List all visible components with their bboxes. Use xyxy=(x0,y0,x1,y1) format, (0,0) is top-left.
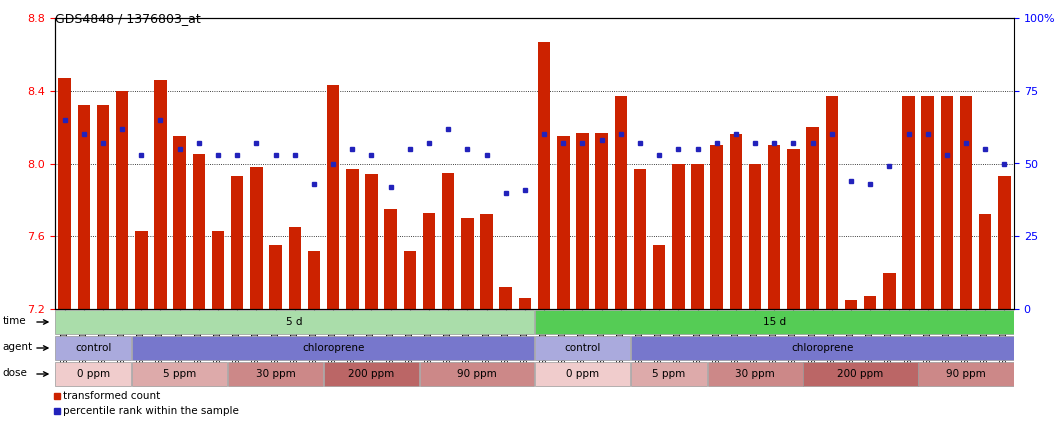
Bar xyxy=(77,105,90,309)
Bar xyxy=(707,362,803,386)
Bar xyxy=(631,336,1013,360)
Bar xyxy=(500,287,511,309)
Text: transformed count: transformed count xyxy=(64,391,161,401)
Bar xyxy=(423,213,435,309)
Bar xyxy=(384,209,397,309)
Bar xyxy=(250,167,263,309)
Bar xyxy=(58,78,71,309)
Bar xyxy=(442,173,454,309)
Bar xyxy=(787,149,800,309)
Bar xyxy=(902,96,915,309)
Bar xyxy=(672,164,684,309)
Text: 30 ppm: 30 ppm xyxy=(735,369,775,379)
Bar xyxy=(631,362,706,386)
Bar xyxy=(940,96,953,309)
Bar xyxy=(132,362,228,386)
Text: percentile rank within the sample: percentile rank within the sample xyxy=(64,407,239,416)
Bar xyxy=(132,336,534,360)
Text: 0 ppm: 0 ppm xyxy=(77,369,110,379)
Text: 200 ppm: 200 ppm xyxy=(838,369,883,379)
Text: control: control xyxy=(564,343,600,353)
Bar xyxy=(979,214,991,309)
Bar xyxy=(212,231,225,309)
Bar xyxy=(419,362,534,386)
Bar xyxy=(921,96,934,309)
Text: 90 ppm: 90 ppm xyxy=(457,369,497,379)
Bar xyxy=(999,176,1010,309)
Bar xyxy=(535,336,630,360)
Bar xyxy=(692,164,704,309)
Text: 0 ppm: 0 ppm xyxy=(566,369,599,379)
Bar xyxy=(918,362,1013,386)
Text: time: time xyxy=(3,316,26,327)
Text: dose: dose xyxy=(3,368,28,379)
Text: agent: agent xyxy=(3,343,33,352)
Text: control: control xyxy=(75,343,111,353)
Text: chloroprene: chloroprene xyxy=(791,343,854,353)
Bar xyxy=(55,362,131,386)
Bar xyxy=(576,132,589,309)
Bar xyxy=(730,135,742,309)
Bar xyxy=(826,96,838,309)
Bar xyxy=(768,146,780,309)
Text: 30 ppm: 30 ppm xyxy=(255,369,295,379)
Bar xyxy=(288,227,301,309)
Text: 5 ppm: 5 ppm xyxy=(652,369,685,379)
Bar xyxy=(55,336,131,360)
Bar xyxy=(535,362,630,386)
Bar xyxy=(633,169,646,309)
Bar xyxy=(228,362,323,386)
Text: 5 ppm: 5 ppm xyxy=(163,369,196,379)
Bar xyxy=(193,154,205,309)
Bar xyxy=(845,300,857,309)
Bar xyxy=(269,245,282,309)
Bar xyxy=(519,298,532,309)
Text: 90 ppm: 90 ppm xyxy=(946,369,986,379)
Text: GDS4848 / 1376803_at: GDS4848 / 1376803_at xyxy=(55,12,201,25)
Bar xyxy=(711,146,723,309)
Bar xyxy=(806,127,819,309)
Bar xyxy=(749,164,761,309)
Bar xyxy=(614,96,627,309)
Bar xyxy=(115,91,128,309)
Bar xyxy=(653,245,665,309)
Text: 5 d: 5 d xyxy=(287,317,303,327)
Bar xyxy=(595,132,608,309)
Text: chloroprene: chloroprene xyxy=(302,343,364,353)
Bar xyxy=(174,136,186,309)
Bar xyxy=(231,176,244,309)
Bar xyxy=(538,41,551,309)
Bar xyxy=(481,214,492,309)
Bar xyxy=(327,85,339,309)
Bar xyxy=(959,96,972,309)
Bar xyxy=(155,80,166,309)
Bar xyxy=(864,296,877,309)
Text: 15 d: 15 d xyxy=(762,317,786,327)
Bar xyxy=(883,273,896,309)
Bar xyxy=(557,136,570,309)
Bar xyxy=(403,251,416,309)
Bar xyxy=(308,251,320,309)
Bar xyxy=(346,169,359,309)
Text: 200 ppm: 200 ppm xyxy=(348,369,395,379)
Bar xyxy=(365,174,378,309)
Bar xyxy=(136,231,147,309)
Bar xyxy=(535,310,1013,334)
Bar xyxy=(324,362,419,386)
Bar xyxy=(96,105,109,309)
Bar xyxy=(55,310,534,334)
Bar xyxy=(461,218,473,309)
Bar xyxy=(804,362,918,386)
